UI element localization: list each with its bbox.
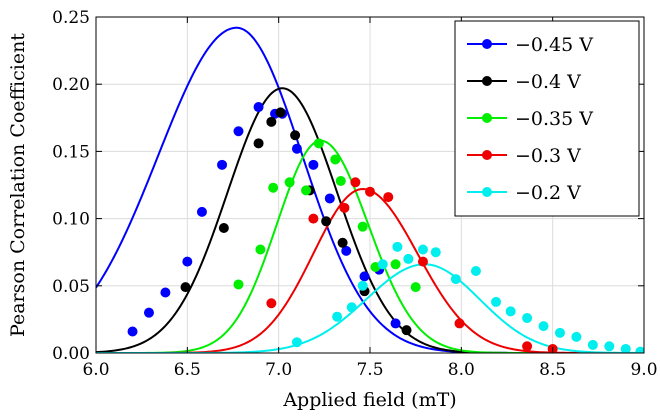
data-point bbox=[335, 175, 346, 186]
data-point bbox=[182, 256, 193, 267]
legend-swatch-marker bbox=[482, 187, 492, 197]
data-point bbox=[454, 318, 465, 329]
data-point bbox=[324, 193, 335, 204]
data-point bbox=[571, 331, 582, 342]
data-point bbox=[308, 159, 319, 170]
data-point bbox=[635, 346, 644, 353]
data-point bbox=[538, 321, 549, 332]
data-point bbox=[359, 271, 370, 282]
data-point bbox=[410, 282, 421, 293]
data-point bbox=[377, 259, 388, 270]
data-point bbox=[383, 192, 394, 203]
data-point bbox=[313, 138, 324, 149]
y-tick-label: 0.15 bbox=[52, 142, 90, 162]
data-point bbox=[290, 130, 301, 141]
data-point bbox=[180, 282, 191, 293]
x-axis-label: Applied field (mT) bbox=[282, 389, 456, 411]
data-point bbox=[430, 247, 441, 258]
legend-label: −0.3 V bbox=[515, 145, 581, 167]
data-point bbox=[522, 341, 533, 352]
data-point bbox=[417, 244, 428, 255]
legend-swatch-marker bbox=[482, 113, 492, 123]
data-point bbox=[266, 298, 277, 309]
data-point bbox=[330, 154, 341, 165]
data-point bbox=[160, 287, 171, 298]
data-point bbox=[401, 325, 412, 336]
legend-label: −0.35 V bbox=[515, 108, 593, 130]
data-point bbox=[337, 237, 348, 248]
ticks: 6.0 6.5 7.0 7.5 8.0 8.5 9.0 0.00 0.05 0.10 0.15 0.2… bbox=[52, 8, 657, 380]
x-tick-label: 7.0 bbox=[265, 360, 292, 380]
legend-label: −0.4 V bbox=[515, 71, 581, 93]
data-point bbox=[403, 253, 414, 264]
x-tick-label: 7.5 bbox=[356, 360, 383, 380]
data-point bbox=[291, 337, 302, 348]
data-point bbox=[233, 279, 244, 290]
data-point bbox=[587, 339, 598, 350]
legend-swatch-marker bbox=[482, 150, 492, 160]
legend-label: −0.45 V bbox=[515, 34, 593, 56]
y-axis-label: Pearson Correlation Coefficient bbox=[7, 33, 29, 337]
data-point bbox=[253, 102, 264, 113]
x-tick-label: 6.0 bbox=[82, 360, 109, 380]
data-point bbox=[417, 256, 428, 267]
data-point bbox=[390, 318, 401, 329]
data-point bbox=[217, 159, 228, 170]
data-point bbox=[284, 177, 295, 188]
data-point bbox=[321, 216, 332, 227]
y-tick-label: 0.05 bbox=[52, 277, 90, 297]
data-point bbox=[332, 311, 343, 322]
legend-swatch-marker bbox=[482, 39, 492, 49]
y-tick-label: 0.10 bbox=[52, 210, 90, 230]
data-point bbox=[491, 296, 502, 307]
data-point bbox=[339, 202, 350, 213]
x-tick-label: 8.5 bbox=[539, 360, 566, 380]
data-point bbox=[392, 241, 403, 252]
legend-label: −0.2 V bbox=[515, 182, 581, 204]
data-point bbox=[604, 341, 615, 352]
data-point bbox=[255, 244, 266, 255]
data-point bbox=[233, 126, 244, 137]
data-point bbox=[308, 213, 319, 224]
data-point bbox=[218, 223, 229, 234]
data-point bbox=[301, 185, 312, 196]
legend: −0.45 V −0.4 V −0.35 V −0.3 V −0.2 V bbox=[454, 20, 640, 217]
data-point bbox=[390, 259, 401, 270]
data-point bbox=[341, 245, 352, 256]
data-point bbox=[522, 313, 533, 324]
data-point bbox=[620, 343, 631, 353]
data-point bbox=[268, 182, 279, 193]
data-point bbox=[196, 206, 207, 217]
y-tick-label: 0.20 bbox=[52, 75, 90, 95]
data-points bbox=[127, 102, 644, 353]
data-point bbox=[127, 326, 138, 337]
y-tick-label: 0.00 bbox=[52, 344, 90, 364]
data-point bbox=[450, 274, 461, 285]
data-point bbox=[365, 186, 375, 197]
fit-curve bbox=[96, 87, 644, 353]
x-tick-label: 8.0 bbox=[448, 360, 475, 380]
data-point bbox=[554, 327, 565, 338]
x-tick-label: 9.0 bbox=[630, 360, 657, 380]
data-point bbox=[275, 107, 286, 118]
data-point bbox=[143, 307, 154, 318]
data-point bbox=[253, 138, 264, 149]
data-point bbox=[470, 266, 481, 277]
data-point bbox=[357, 280, 368, 291]
legend-swatch-marker bbox=[482, 76, 492, 86]
y-tick-label: 0.25 bbox=[52, 8, 90, 28]
x-tick-label: 6.5 bbox=[174, 360, 201, 380]
data-point bbox=[505, 306, 516, 317]
data-point bbox=[346, 302, 357, 313]
data-point bbox=[266, 116, 277, 127]
fit-curve bbox=[96, 26, 644, 353]
data-point bbox=[350, 177, 361, 188]
data-point bbox=[291, 143, 302, 154]
data-point bbox=[357, 221, 368, 232]
